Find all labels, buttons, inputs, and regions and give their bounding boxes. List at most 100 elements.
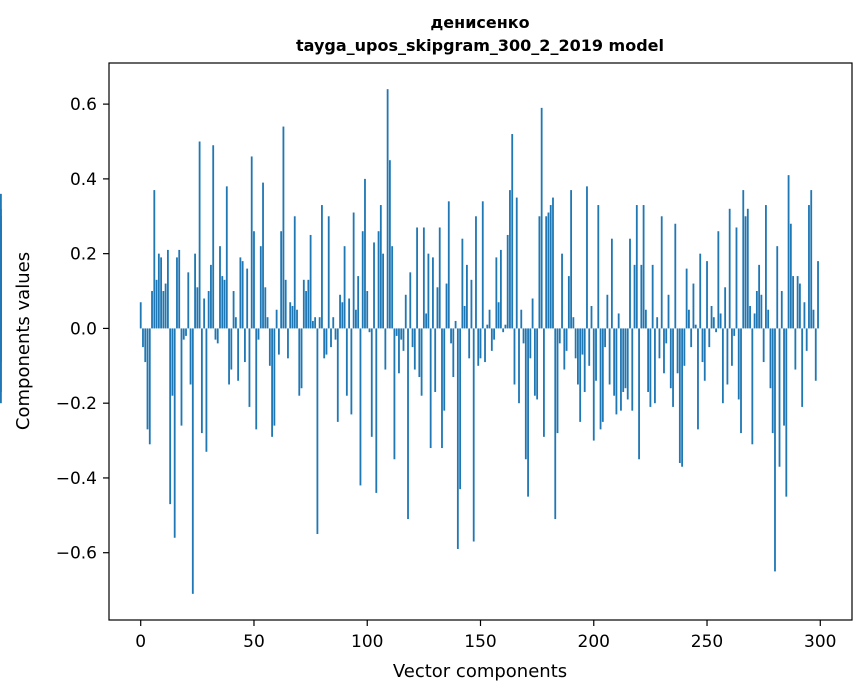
bar [398,328,400,374]
bar [785,328,788,497]
bar [518,328,520,404]
bar [468,328,471,359]
x-tick-label: 150 [464,632,496,652]
bar [484,328,486,363]
bar [250,156,253,329]
bar [246,268,249,329]
bar [214,328,217,340]
bar [780,291,783,329]
bar [486,324,489,329]
bar [461,238,464,329]
bar [502,328,505,333]
bar [153,190,156,329]
bar [610,238,613,329]
bar [232,291,235,329]
bar [277,328,280,355]
bar [341,302,344,329]
bar [395,328,398,336]
bar [794,328,797,370]
bar [212,145,215,329]
bar [289,302,292,329]
bar [631,328,634,411]
bar [533,328,536,396]
bar [622,328,625,392]
bar [253,231,255,329]
bar [287,328,289,359]
bar [493,328,495,340]
bar [475,216,477,329]
bar [411,328,414,348]
bar [629,238,631,329]
bar [142,328,144,348]
bar [556,328,559,434]
bar [330,328,332,348]
bar [529,328,532,359]
bar [563,328,566,370]
bar [524,328,527,460]
bar [633,264,636,329]
bar [733,328,736,336]
bar [724,287,727,329]
bar [694,324,697,329]
bar [504,324,507,329]
y-tick-label: −0.6 [56,544,97,564]
bar [577,328,579,385]
bar [379,205,382,329]
bar [230,328,233,370]
bar [719,313,722,329]
bar [259,246,262,329]
bar [783,328,785,426]
bar [148,328,151,445]
bar [302,279,305,329]
bar [731,328,733,366]
bar [216,328,219,344]
bar [644,309,647,329]
bar [155,279,158,329]
bar [792,276,795,329]
bar [402,328,405,351]
bar [336,328,339,422]
bar [538,216,541,329]
bar [574,328,577,359]
x-tick-label: 0 [135,632,146,652]
bar [194,253,196,329]
bar [359,328,362,486]
bar [146,328,149,430]
bar [817,261,819,329]
bar [490,328,493,351]
bar [681,328,684,467]
bar [203,298,206,329]
bar [588,328,591,366]
bar [466,264,468,329]
bar [531,298,534,329]
bar [735,227,738,329]
bar [479,328,482,359]
bar [753,313,756,329]
x-tick-label: 50 [243,632,265,652]
bar [567,276,570,329]
bar [400,328,403,340]
bar [740,328,742,434]
bar [506,234,509,329]
bar [640,264,643,329]
y-axis-label: Components values [13,252,34,430]
bar [481,201,484,329]
bar [472,328,475,542]
bar [651,264,654,329]
bar [595,328,597,381]
bar [447,201,450,329]
bar [599,328,602,430]
bar [257,328,260,340]
bar [386,89,389,329]
x-tick-label: 300 [804,632,836,652]
bar [198,141,201,329]
bar [663,328,665,374]
bar [370,328,373,437]
bar [649,328,652,407]
bar [547,212,550,329]
bar [151,291,153,329]
y-tick-label: 0.6 [70,95,97,115]
bar [583,328,586,392]
bar [654,328,656,404]
